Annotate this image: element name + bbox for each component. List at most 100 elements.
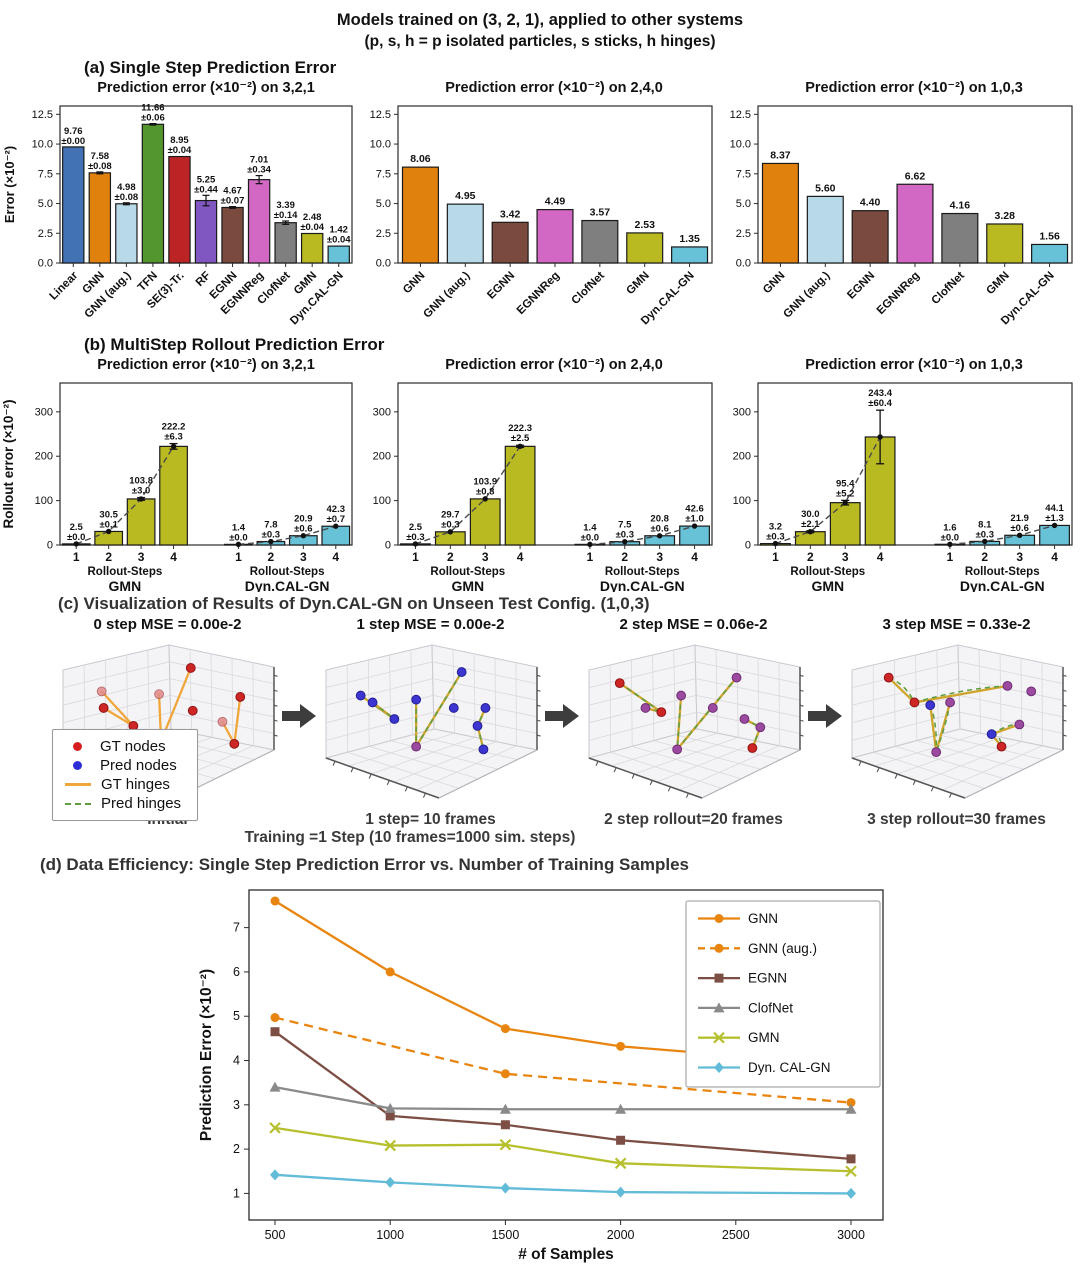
caption-2: 2 step rollout=20 frames: [604, 811, 783, 828]
rollout-chart-321: Prediction error (×10⁻²) on 3,2,1 0 100 20…: [0, 357, 360, 592]
svg-text:Rollout error (×10⁻²): Rollout error (×10⁻²): [1, 399, 16, 528]
svg-text:0: 0: [385, 540, 391, 552]
svg-text:4: 4: [233, 1054, 240, 1068]
svg-text:GMN: GMN: [624, 270, 651, 297]
svg-text:4: 4: [691, 550, 698, 564]
svg-text:Dyn.CAL-GN: Dyn.CAL-GN: [245, 578, 330, 592]
svg-text:100: 100: [35, 495, 53, 507]
svg-text:Dyn.CAL-GN: Dyn.CAL-GN: [600, 578, 685, 592]
svg-text:200: 200: [35, 451, 53, 463]
mse-title-0: 0 step MSE = 0.00e-2: [93, 616, 242, 633]
svg-text:4: 4: [170, 550, 177, 564]
caption-1: 1 step= 10 frames: [365, 811, 496, 828]
svg-text:EGNN: EGNN: [748, 971, 787, 986]
svg-text:GMN: GMN: [109, 578, 142, 592]
svg-text:44.1: 44.1: [1045, 503, 1064, 514]
panel-b-heading: (b) MultiStep Rollout Prediction Error: [84, 335, 385, 354]
svg-text:±0.44: ±0.44: [194, 184, 218, 195]
svg-text:3.28: 3.28: [994, 210, 1015, 222]
svg-text:1.6: 1.6: [943, 522, 956, 533]
svg-text:Rollout-Steps: Rollout-Steps: [605, 566, 680, 578]
svg-text:95.4: 95.4: [836, 478, 855, 489]
svg-text:2: 2: [268, 550, 275, 564]
svg-text:0: 0: [745, 540, 751, 552]
svg-text:42.3: 42.3: [327, 504, 346, 515]
svg-text:222.3: 222.3: [508, 423, 532, 434]
svg-text:4.16: 4.16: [950, 200, 971, 212]
legend-item-gt-nodes: GT nodes: [65, 737, 181, 756]
svg-text:4: 4: [877, 550, 884, 564]
svg-text:±0.07: ±0.07: [221, 196, 245, 207]
svg-text:4.98: 4.98: [117, 182, 136, 193]
svg-text:3: 3: [233, 1098, 240, 1112]
svg-text:7.01: 7.01: [250, 155, 269, 166]
svg-text:±0.04: ±0.04: [300, 222, 324, 233]
svg-text:2: 2: [105, 550, 112, 564]
svg-text:±0.0: ±0.0: [67, 532, 85, 543]
bar-chart-240-plot: 0.0 2.5 5.0 7.5 10.0 12.5 8.06 GNN 4.95 GNN (aug.…: [370, 105, 713, 327]
svg-text:±0.6: ±0.6: [1010, 523, 1028, 534]
svg-text:11.66: 11.66: [141, 103, 164, 114]
svg-text:4: 4: [517, 550, 524, 564]
svg-text:3.57: 3.57: [590, 207, 611, 219]
svg-text:10.0: 10.0: [32, 139, 53, 151]
svg-text:100: 100: [373, 495, 391, 507]
svg-text:±0.0: ±0.0: [581, 532, 599, 543]
svg-text:2500: 2500: [722, 1228, 750, 1242]
svg-text:30.5: 30.5: [99, 509, 118, 520]
svg-text:Linear: Linear: [48, 269, 81, 302]
svg-text:3: 3: [138, 550, 145, 564]
svg-text:5.60: 5.60: [815, 182, 836, 194]
svg-text:1.56: 1.56: [1039, 230, 1060, 242]
svg-text:±0.3: ±0.3: [766, 531, 784, 542]
svg-text:1: 1: [947, 550, 954, 564]
pred-nodes-dot-icon: [73, 761, 82, 770]
arrow-right-icon: [806, 704, 844, 728]
svg-text:Dyn.CAL-GN: Dyn.CAL-GN: [960, 578, 1045, 592]
svg-text:2.48: 2.48: [303, 212, 322, 223]
svg-text:2.53: 2.53: [634, 219, 655, 231]
svg-text:±0.6: ±0.6: [650, 524, 668, 535]
mse-title-3: 3 step MSE = 0.33e-2: [882, 616, 1031, 633]
svg-text:300: 300: [373, 406, 391, 418]
svg-text:2: 2: [807, 550, 814, 564]
svg-text:3: 3: [300, 550, 307, 564]
svg-text:4: 4: [332, 550, 339, 564]
svg-text:7.58: 7.58: [91, 151, 110, 162]
panel-a-charts: Prediction error (×10⁻²) on 3,2,1 0.0 2.5…: [0, 80, 1080, 335]
svg-text:1: 1: [587, 550, 594, 564]
legend-item-pred-hinges: Pred hinges: [65, 794, 181, 813]
svg-text:±0.34: ±0.34: [247, 165, 271, 176]
mse-title-2: 2 step MSE = 0.06e-2: [619, 616, 768, 633]
svg-text:12.5: 12.5: [730, 109, 751, 121]
svg-text:3: 3: [656, 550, 663, 564]
svg-text:0.0: 0.0: [38, 258, 53, 270]
svg-text:EGNNReg: EGNNReg: [515, 270, 562, 317]
svg-text:4.95: 4.95: [455, 190, 476, 202]
pred-hinges-dash-icon: [65, 802, 91, 805]
svg-text:Dyn. CAL-GN: Dyn. CAL-GN: [748, 1060, 831, 1075]
svg-text:2.5: 2.5: [736, 228, 751, 240]
svg-text:7.5: 7.5: [376, 168, 391, 180]
chart-title-a1: Prediction error (×10⁻²) on 3,2,1: [97, 80, 315, 96]
svg-text:5.0: 5.0: [736, 198, 751, 210]
svg-text:20.9: 20.9: [294, 513, 313, 524]
panel-b-charts: Prediction error (×10⁻²) on 3,2,1 0 100 20…: [0, 357, 1080, 592]
svg-text:1000: 1000: [376, 1228, 404, 1242]
svg-text:1: 1: [235, 550, 242, 564]
svg-text:RF: RF: [194, 270, 213, 289]
data-efficiency-line-chart: 500 1000 1500 2000 2500 3000 1 2 3 4 5 6 7 # of Sampl…: [198, 889, 884, 1263]
svg-text:±0.3: ±0.3: [441, 520, 459, 531]
svg-text:8.95: 8.95: [170, 135, 189, 146]
svg-text:±0.14: ±0.14: [274, 210, 298, 221]
rollout-chart-240: Prediction error (×10⁻²) on 2,4,0 0 100 20…: [360, 357, 720, 592]
svg-text:1: 1: [73, 550, 80, 564]
svg-text:±0.7: ±0.7: [327, 514, 345, 525]
svg-text:±0.3: ±0.3: [406, 532, 424, 543]
svg-text:±2.1: ±2.1: [801, 519, 820, 530]
svg-text:3: 3: [482, 550, 489, 564]
chart-title-b2: Prediction error (×10⁻²) on 2,4,0: [445, 357, 663, 373]
mse-title-1: 1 step MSE = 0.00e-2: [356, 616, 505, 633]
legend-label: GT nodes: [100, 738, 166, 755]
